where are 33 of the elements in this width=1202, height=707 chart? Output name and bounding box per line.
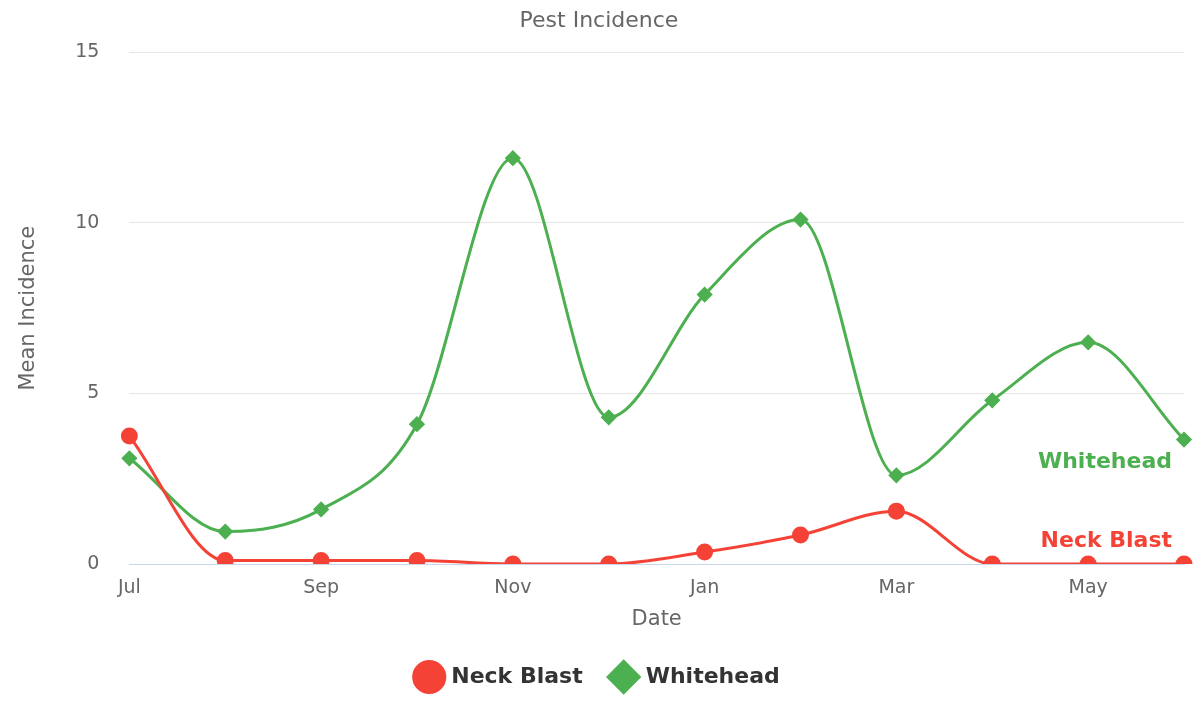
x-tick-label: Jan bbox=[688, 575, 720, 598]
x-tick-label: May bbox=[1068, 575, 1108, 598]
x-tick-label: Jul bbox=[116, 575, 141, 598]
point bbox=[120, 427, 138, 445]
point bbox=[887, 502, 905, 520]
x-tick-label: Mar bbox=[878, 575, 915, 598]
x-tick-label: Sep bbox=[303, 575, 340, 598]
text: Neck Blast bbox=[1040, 526, 1172, 552]
point bbox=[888, 467, 904, 483]
legend-label: Neck Blast bbox=[451, 662, 584, 688]
point bbox=[1176, 432, 1192, 448]
x-tick-label: Nov bbox=[494, 575, 532, 598]
point bbox=[1080, 334, 1096, 350]
y-tick-label: 15 bbox=[75, 39, 100, 62]
point bbox=[313, 501, 329, 517]
y-tick-label: 5 bbox=[87, 380, 100, 403]
x-axis-title: Date bbox=[631, 605, 682, 630]
legend-label: Whitehead bbox=[645, 662, 780, 688]
point bbox=[792, 526, 809, 544]
y-tick-label: 0 bbox=[87, 550, 100, 573]
point bbox=[409, 416, 425, 432]
y-axis-title: Mean Incidence bbox=[15, 225, 40, 391]
point bbox=[696, 543, 714, 561]
point bbox=[793, 212, 808, 228]
point bbox=[505, 150, 521, 166]
point bbox=[601, 409, 617, 425]
point bbox=[984, 392, 1000, 408]
point bbox=[697, 287, 713, 303]
point bbox=[121, 450, 137, 466]
y-tick-label: 10 bbox=[75, 209, 100, 232]
chart-title: Pest Incidence bbox=[519, 6, 679, 32]
point bbox=[217, 524, 233, 540]
text: Whitehead bbox=[1037, 448, 1172, 474]
